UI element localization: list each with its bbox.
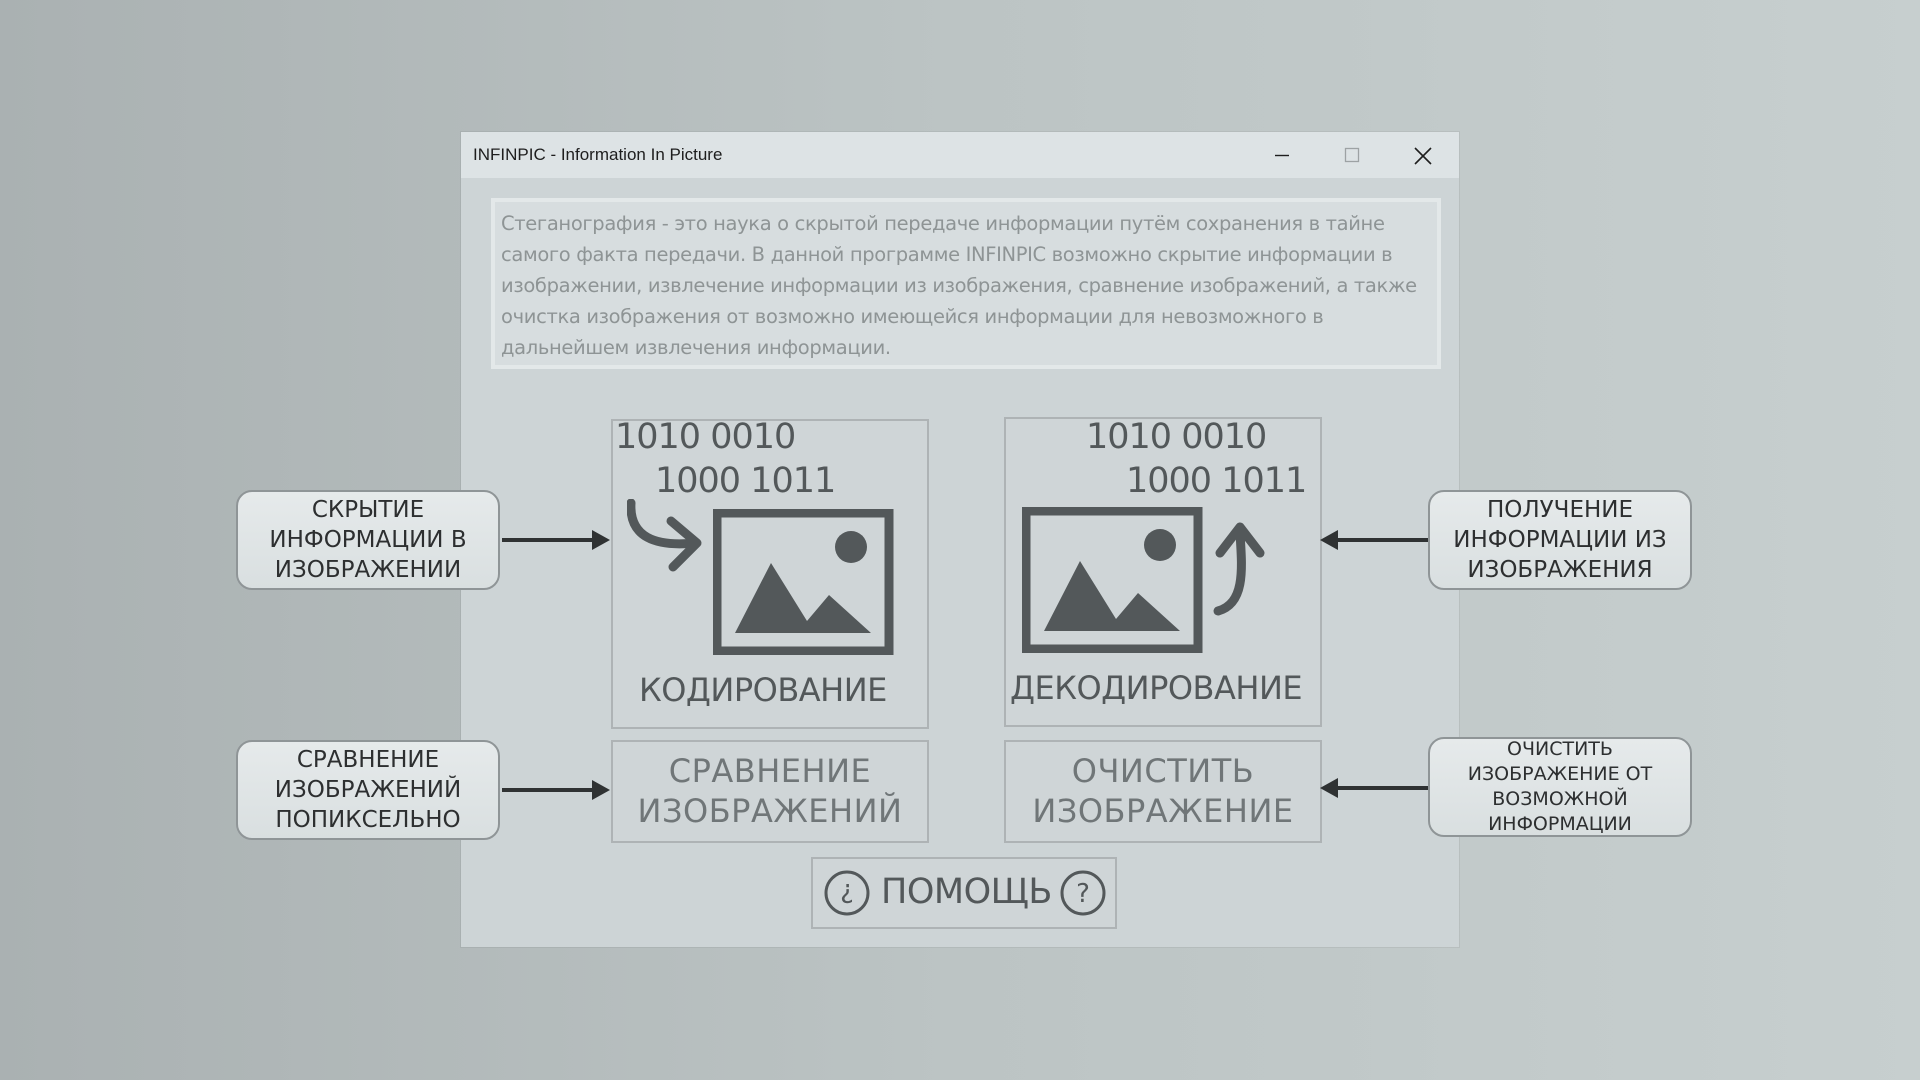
close-button[interactable] — [1387, 132, 1457, 178]
encode-binary-line1: 1010 0010 — [615, 417, 796, 457]
callout-line: ИЗОБРАЖЕНИЕ ОТ — [1467, 763, 1653, 785]
compare-label-line2: ИЗОБРАЖЕНИЙ — [637, 792, 903, 830]
callout-compare: СРАВНЕНИЕ ИЗОБРАЖЕНИЙ ПОПИКСЕЛЬНО — [236, 740, 500, 840]
callout-clear: ОЧИСТИТЬ ИЗОБРАЖЕНИЕ ОТ ВОЗМОЖНОЙ ИНФОРМ… — [1428, 737, 1692, 837]
title-bar[interactable]: INFINPIC - Information In Picture — [461, 132, 1459, 178]
callout-line: ПОЛУЧЕНИЕ — [1486, 497, 1634, 523]
compare-button[interactable]: СРАВНЕНИЕ ИЗОБРАЖЕНИЙ — [611, 740, 929, 843]
arrow-right-icon — [502, 780, 610, 800]
decode-binary-line2: 1000 1011 — [1126, 461, 1307, 501]
description-box: Стеганография - это наука о скрытой пере… — [491, 198, 1441, 369]
image-icon — [713, 509, 894, 655]
callout-line: СРАВНЕНИЕ — [296, 747, 440, 773]
image-icon — [1022, 507, 1203, 653]
encode-arrow-icon — [627, 499, 702, 572]
maximize-icon — [1344, 147, 1360, 163]
help-label: ПОМОЩЬ — [881, 872, 1052, 912]
clear-label-line2: ИЗОБРАЖЕНИЕ — [1032, 792, 1294, 830]
callout-line: СКРЫТИЕ — [311, 497, 425, 523]
decode-binary-line1: 1010 0010 — [1086, 417, 1267, 457]
decode-arrow-icon — [1213, 522, 1265, 616]
help-icon: ? — [824, 870, 870, 916]
minimize-icon — [1275, 154, 1289, 157]
callout-extract: ПОЛУЧЕНИЕ ИНФОРМАЦИИ ИЗ ИЗОБРАЖЕНИЯ — [1428, 490, 1692, 590]
window-title: INFINPIC - Information In Picture — [473, 145, 723, 164]
arrow-left-icon — [1320, 530, 1428, 550]
callout-line: ОЧИСТИТЬ — [1507, 738, 1613, 760]
description-text: Стеганография - это наука о скрытой пере… — [501, 212, 1417, 359]
callout-hide: СКРЫТИЕ ИНФОРМАЦИИ В ИЗОБРАЖЕНИИ — [236, 490, 500, 590]
encode-binary-line2: 1000 1011 — [655, 461, 836, 501]
callout-line: ИЗОБРАЖЕНИЯ — [1467, 557, 1653, 583]
encode-label: КОДИРОВАНИЕ — [639, 671, 887, 709]
app-window: INFINPIC - Information In Picture Стеган… — [461, 132, 1459, 947]
arrow-left-icon — [1320, 778, 1428, 798]
help-button[interactable]: ? ПОМОЩЬ ? — [811, 857, 1117, 929]
callout-line: ИЗОБРАЖЕНИЙ — [274, 777, 462, 803]
clear-label-line1: ОЧИСТИТЬ — [1071, 752, 1255, 790]
svg-text:?: ? — [1076, 879, 1090, 909]
maximize-button[interactable] — [1317, 132, 1387, 178]
compare-label-line1: СРАВНЕНИЕ — [668, 752, 872, 790]
svg-text:?: ? — [840, 877, 854, 907]
close-icon — [1414, 147, 1432, 165]
clear-button[interactable]: ОЧИСТИТЬ ИЗОБРАЖЕНИЕ — [1004, 740, 1322, 843]
callout-line: ИНФОРМАЦИИ В — [269, 527, 467, 553]
encode-button[interactable]: 1010 0010 1000 1011 КОДИРОВАНИЕ — [611, 417, 929, 729]
arrow-right-icon — [502, 530, 610, 550]
callout-line: ПОПИКСЕЛЬНО — [275, 807, 461, 833]
decode-button[interactable]: 1010 0010 1000 1011 ДЕКОДИРОВАНИЕ — [1004, 417, 1322, 727]
help-icon: ? — [1060, 870, 1106, 916]
minimize-button[interactable] — [1247, 132, 1317, 178]
callout-line: ВОЗМОЖНОЙ — [1492, 788, 1628, 810]
callout-line: ИЗОБРАЖЕНИИ — [274, 557, 462, 583]
callout-line: ИНФОРМАЦИИ ИЗ — [1453, 527, 1667, 553]
decode-label: ДЕКОДИРОВАНИЕ — [1010, 669, 1303, 707]
callout-line: ИНФОРМАЦИИ — [1488, 813, 1632, 835]
